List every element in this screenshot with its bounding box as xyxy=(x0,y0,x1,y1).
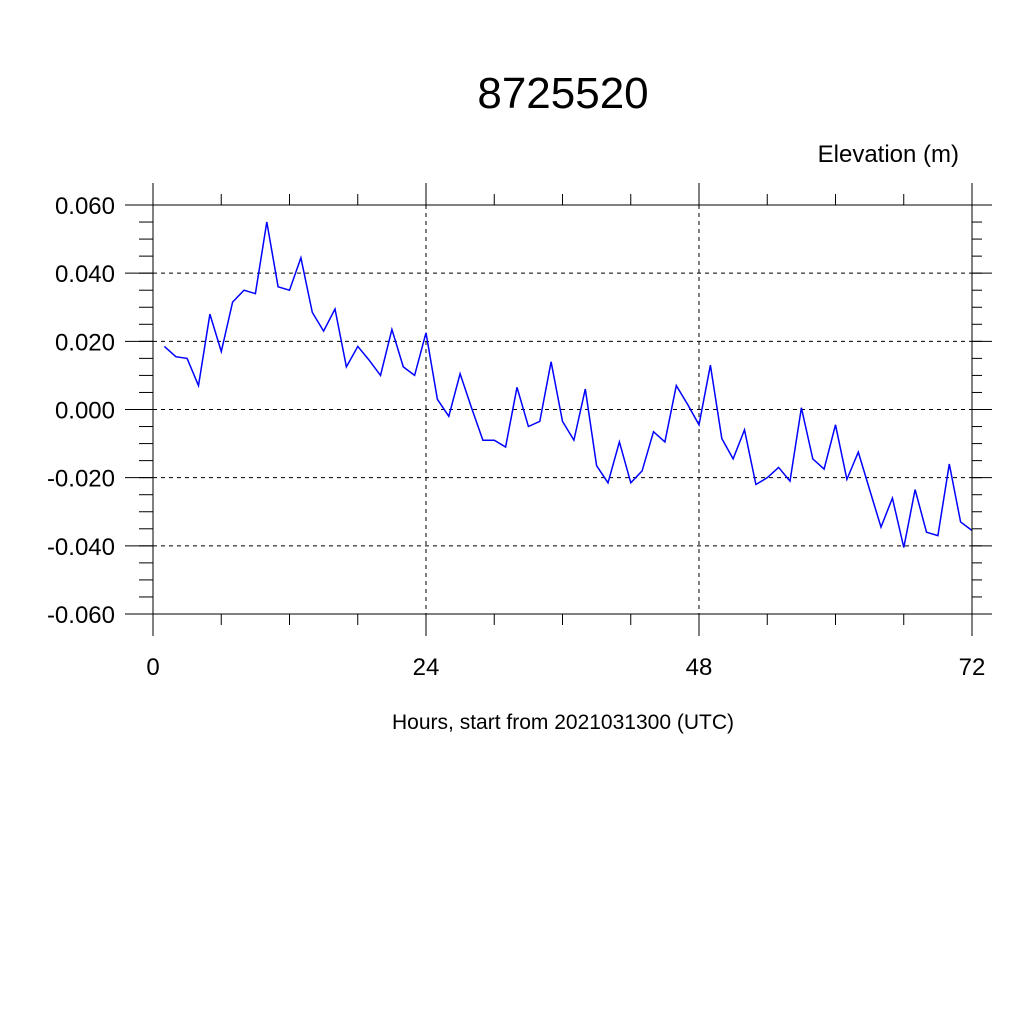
series-line xyxy=(163,221,973,548)
plot-frame xyxy=(152,204,973,615)
y-tick-label: 0.000 xyxy=(55,398,115,425)
y-tick-label: 0.020 xyxy=(55,329,115,356)
x-tick-label: 24 xyxy=(413,654,440,681)
y-tick-label: -0.060 xyxy=(47,602,115,629)
major-ticks xyxy=(125,183,992,636)
x-tick-label: 0 xyxy=(146,654,159,681)
y-tick-label: -0.040 xyxy=(47,534,115,561)
minor-ticks xyxy=(139,194,982,625)
grid-lines xyxy=(152,204,973,615)
y-tick-label: -0.020 xyxy=(47,466,115,493)
y-tick-label: 0.040 xyxy=(55,261,115,288)
tick-labels: 0.060 0.040 0.020 0.000 -0.020 -0.040 -0.060 0 2… xyxy=(47,193,985,681)
y-axis-label: Elevation (m) xyxy=(818,141,959,168)
series-group xyxy=(163,221,973,548)
y-tick-label: 0.060 xyxy=(55,193,115,220)
x-tick-label: 48 xyxy=(686,654,713,681)
chart-title: 8725520 xyxy=(477,69,648,118)
x-axis-label: Hours, start from 2021031300 (UTC) xyxy=(392,711,734,734)
x-tick-label: 72 xyxy=(959,654,986,681)
